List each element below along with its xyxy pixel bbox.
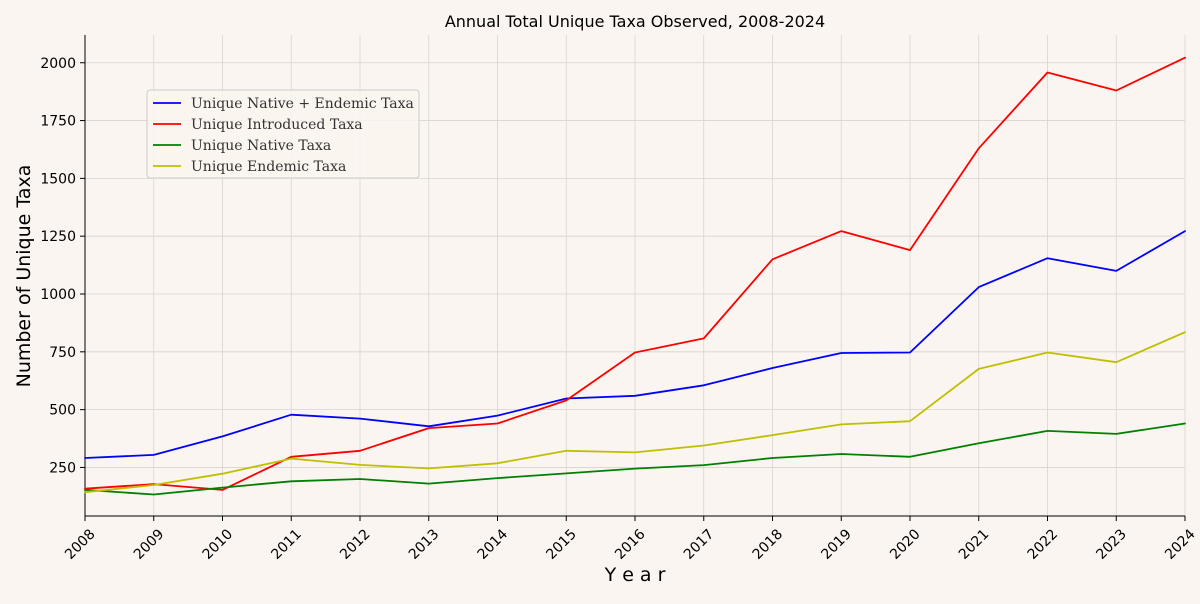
y-tick-label: 750 <box>49 345 76 361</box>
x-tick-label: 2008 <box>62 526 99 563</box>
chart-title: Annual Total Unique Taxa Observed, 2008-… <box>445 12 825 31</box>
x-tick-label: 2022 <box>1025 526 1062 563</box>
x-tick-label: 2012 <box>337 526 374 563</box>
x-tick-label: 2016 <box>612 526 649 563</box>
x-tick-label: 2023 <box>1093 526 1130 563</box>
series-line-2 <box>84 56 1186 491</box>
x-tick-label: 2024 <box>1162 526 1199 563</box>
x-tick-label: 2017 <box>681 526 718 563</box>
x-tick-label: 2009 <box>131 526 168 563</box>
y-tick-label: 1500 <box>40 171 76 187</box>
x-tick-label: 2015 <box>543 526 580 563</box>
x-tick-label: 2021 <box>956 526 993 563</box>
legend-entry-label: Unique Native + Endemic Taxa <box>191 96 414 112</box>
legend: Unique Native + Endemic Taxa Unique Intro… <box>146 89 420 179</box>
legend-entry-label: Unique Endemic Taxa <box>191 159 346 175</box>
x-axis-label: Y e a r <box>604 564 666 586</box>
legend-box <box>146 89 420 179</box>
y-axis-ticks: 250 500 750 1000 1250 1500 1750 2000 <box>40 56 85 476</box>
x-tick-label: 2018 <box>750 526 787 563</box>
x-tick-label: 2014 <box>475 526 512 563</box>
series-line-3 <box>84 422 1186 496</box>
y-tick-label: 1750 <box>40 114 76 130</box>
x-tick-label: 2011 <box>268 526 305 563</box>
series-lines <box>84 56 1186 496</box>
grid <box>84 35 1186 516</box>
legend-entry-label: Unique Introduced Taxa <box>191 117 363 133</box>
y-tick-label: 1250 <box>40 229 76 245</box>
y-tick-label: 1000 <box>40 287 76 303</box>
legend-entry-label: Unique Native Taxa <box>191 138 331 154</box>
x-tick-label: 2013 <box>406 526 443 563</box>
series-line-1 <box>84 230 1186 459</box>
x-tick-label: 2019 <box>818 526 855 563</box>
x-tick-label: 2010 <box>200 526 237 563</box>
y-axis-label: Number of Unique Taxa <box>13 165 35 388</box>
y-tick-label: 2000 <box>40 56 76 72</box>
y-tick-label: 250 <box>49 460 76 476</box>
x-tick-label: 2020 <box>887 526 924 563</box>
y-tick-label: 500 <box>49 403 76 419</box>
x-axis-ticks: 2008 2009 2010 2011 2012 2013 2014 2015 2016 2017… <box>62 516 1199 563</box>
series-line-4 <box>84 331 1186 494</box>
